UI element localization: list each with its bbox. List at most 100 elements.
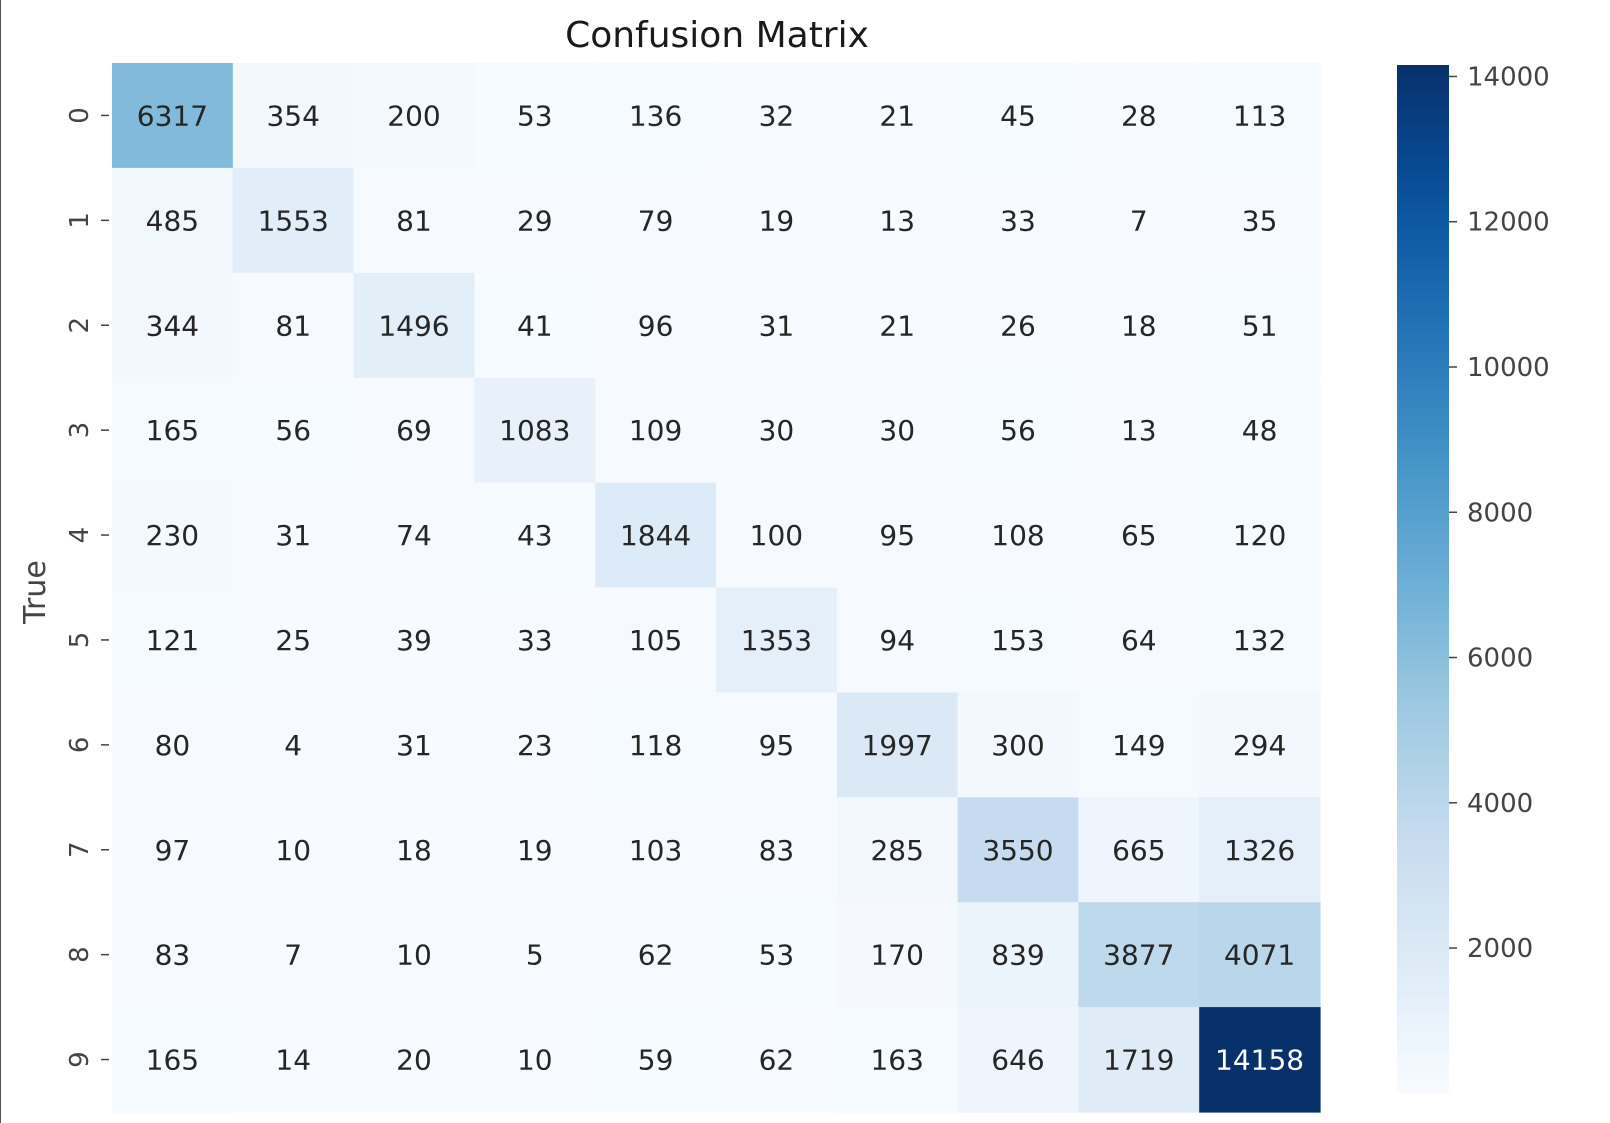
cell-r9-c6	[836, 1007, 959, 1113]
cell-r2-c8	[1078, 272, 1200, 379]
cell-r2-c9	[1199, 272, 1321, 379]
cell-label-r1-c8: 7	[1130, 204, 1148, 237]
cell-label-r2-c9: 51	[1242, 309, 1278, 342]
colorbar-tick-label-3: 8000	[1467, 498, 1533, 528]
colorbar-tick-label-4: 10000	[1467, 353, 1550, 383]
cell-label-r5-c4: 105	[629, 624, 682, 657]
row-tick-label-6: 6	[65, 737, 95, 754]
cell-label-r2-c7: 26	[1000, 309, 1036, 342]
cell-label-r5-c5: 1353	[741, 624, 812, 657]
colorbar	[1397, 65, 1449, 1093]
cell-label-r3-c8: 13	[1121, 414, 1157, 447]
cell-r9-c9	[1199, 1007, 1321, 1113]
cell-r1-c8	[1078, 167, 1200, 274]
cell-r1-c4	[595, 167, 717, 274]
left-border	[0, 0, 1, 1123]
cell-label-r5-c0: 121	[146, 624, 199, 657]
cell-r7-c5	[716, 797, 838, 903]
row-tick-label-0: 0	[65, 107, 95, 124]
cell-label-r7-c8: 665	[1112, 834, 1165, 867]
cell-r0-c3	[474, 63, 596, 169]
cell-r7-c4	[595, 797, 717, 903]
cell-label-r9-c9: 14158	[1215, 1044, 1304, 1077]
cell-label-r8-c8: 3877	[1103, 939, 1174, 972]
cell-label-r1-c6: 13	[879, 204, 915, 237]
cell-label-r5-c6: 94	[879, 624, 915, 657]
cell-r6-c0	[112, 692, 234, 798]
cell-r0-c2	[353, 63, 475, 169]
cell-r3-c4	[595, 377, 717, 484]
cell-r0-c6	[836, 63, 959, 169]
cell-label-r2-c4: 96	[638, 309, 674, 342]
cell-label-r7-c0: 97	[155, 834, 191, 867]
cell-r9-c7	[957, 1007, 1079, 1113]
cell-label-r0-c0: 6317	[137, 99, 208, 132]
cell-r7-c3	[474, 797, 596, 903]
cell-r0-c9	[1199, 63, 1321, 169]
cell-label-r3-c3: 1083	[499, 414, 570, 447]
cell-label-r8-c2: 10	[396, 939, 432, 972]
cell-label-r3-c0: 165	[146, 414, 199, 447]
cell-label-r7-c4: 103	[629, 834, 682, 867]
cell-label-r2-c3: 41	[517, 309, 553, 342]
cell-r9-c4	[595, 1007, 717, 1113]
cell-r3-c0	[112, 377, 234, 484]
cell-label-r4-c3: 43	[517, 519, 553, 552]
colorbar-tick-label-0: 2000	[1467, 934, 1533, 964]
cell-label-r1-c3: 29	[517, 204, 553, 237]
cell-label-r1-c0: 485	[146, 204, 199, 237]
cell-label-r2-c0: 344	[146, 309, 199, 342]
cell-label-r9-c2: 20	[396, 1044, 432, 1077]
cell-r0-c1	[232, 63, 355, 169]
cell-r0-c4	[595, 63, 717, 169]
row-tick-label-4: 4	[65, 527, 95, 544]
cell-r6-c6	[836, 692, 959, 798]
row-tick-label-8: 8	[65, 946, 95, 963]
cell-label-r9-c4: 59	[638, 1044, 674, 1077]
cell-r4-c2	[353, 482, 475, 589]
cell-r2-c2	[353, 272, 475, 379]
cell-r8-c4	[595, 902, 717, 1008]
cell-label-r6-c5: 95	[759, 729, 795, 762]
cell-r7-c7	[957, 797, 1079, 903]
cell-r8-c3	[474, 902, 596, 1008]
cell-r8-c6	[836, 902, 959, 1008]
cell-r1-c7	[957, 167, 1079, 274]
cell-label-r3-c7: 56	[1000, 414, 1036, 447]
cell-r5-c2	[353, 587, 475, 693]
cell-r5-c1	[232, 587, 355, 693]
cell-label-r2-c2: 1496	[378, 309, 449, 342]
cell-r1-c1	[232, 167, 355, 274]
cell-r4-c1	[232, 482, 355, 589]
cell-r4-c0	[112, 482, 234, 589]
cell-label-r7-c3: 19	[517, 834, 553, 867]
cell-label-r6-c1: 4	[284, 729, 302, 762]
cell-label-r7-c6: 285	[870, 834, 923, 867]
cell-label-r6-c9: 294	[1233, 729, 1286, 762]
cell-label-r1-c7: 33	[1000, 204, 1036, 237]
cell-r4-c7	[957, 482, 1079, 589]
cell-r0-c0	[112, 63, 234, 169]
cell-r9-c3	[474, 1007, 596, 1113]
cell-label-r0-c4: 136	[629, 99, 682, 132]
cell-r9-c0	[112, 1007, 234, 1113]
cell-label-r6-c4: 118	[629, 729, 682, 762]
cell-r2-c1	[232, 272, 355, 379]
row-tick-label-2: 2	[65, 317, 95, 334]
cell-label-r4-c1: 31	[275, 519, 311, 552]
cell-r6-c7	[957, 692, 1079, 798]
cell-label-r0-c8: 28	[1121, 99, 1157, 132]
cell-r4-c9	[1199, 482, 1321, 589]
cell-r5-c8	[1078, 587, 1200, 693]
cell-label-r6-c8: 149	[1112, 729, 1165, 762]
cell-label-r4-c2: 74	[396, 519, 432, 552]
colorbar-tick-label-1: 4000	[1467, 789, 1533, 819]
cell-label-r8-c7: 839	[991, 939, 1044, 972]
cell-label-r0-c5: 32	[759, 99, 795, 132]
cell-r1-c3	[474, 167, 596, 274]
cell-r0-c5	[716, 63, 838, 169]
chart-title: Confusion Matrix	[565, 15, 869, 56]
cell-label-r9-c1: 14	[275, 1044, 311, 1077]
cell-label-r8-c1: 7	[284, 939, 302, 972]
